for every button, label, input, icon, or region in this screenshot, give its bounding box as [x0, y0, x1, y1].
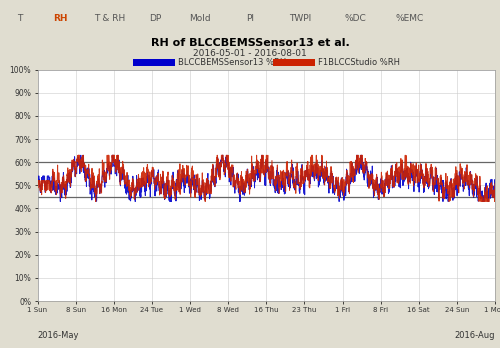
Text: PI: PI [246, 14, 254, 23]
Text: 2016-May: 2016-May [38, 331, 79, 340]
Text: %EMC: %EMC [396, 14, 424, 23]
Text: T & RH: T & RH [94, 14, 126, 23]
Text: F1BLCCStudio %RH: F1BLCCStudio %RH [318, 58, 400, 67]
Text: RH: RH [53, 14, 67, 23]
Text: RH of BLCCBEMSSensor13 et al.: RH of BLCCBEMSSensor13 et al. [150, 39, 350, 48]
Text: TWPI: TWPI [289, 14, 311, 23]
Text: %DC: %DC [344, 14, 366, 23]
Text: BLCCBEMSSensor13 %RH: BLCCBEMSSensor13 %RH [178, 58, 287, 67]
Text: 2016-05-01 - 2016-08-01: 2016-05-01 - 2016-08-01 [193, 49, 307, 58]
Text: 2016-Aug: 2016-Aug [454, 331, 495, 340]
Text: Mold: Mold [189, 14, 211, 23]
Text: DP: DP [149, 14, 161, 23]
Text: T: T [18, 14, 22, 23]
